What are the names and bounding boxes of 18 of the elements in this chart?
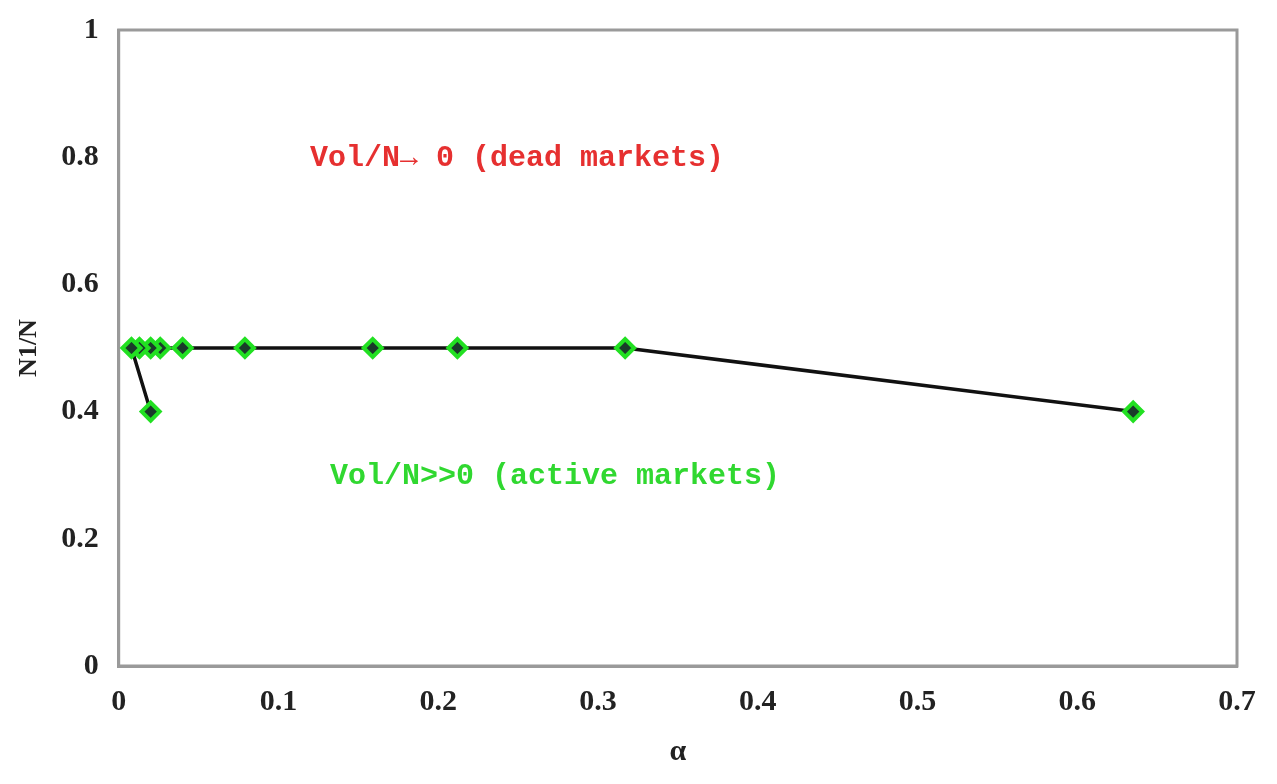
x-tick-label: 0.3: [579, 682, 617, 716]
x-tick-label: 0.6: [1058, 682, 1096, 716]
x-tick-label: 0.2: [419, 682, 457, 716]
x-tick-label: 0: [111, 682, 127, 716]
y-tick-label: 1: [83, 10, 99, 44]
y-tick-label: 0.4: [61, 392, 99, 426]
y-axis-title: N1/N: [13, 318, 43, 377]
y-tick-label: 0.6: [61, 265, 99, 299]
x-tick-label: 0.4: [738, 682, 777, 716]
x-tick-label: 0.7: [1218, 682, 1256, 716]
annotation: Vol/N>>0 (active markets): [330, 458, 781, 493]
x-tick-label: 0.5: [898, 682, 937, 716]
y-tick-label: 0.2: [61, 519, 99, 553]
y-tick-label: 0: [83, 646, 99, 680]
x-axis-title: α: [669, 732, 687, 766]
annotation: Vol/N→ 0 (dead markets): [310, 140, 725, 175]
x-tick-label: 0.1: [259, 682, 298, 716]
y-tick-label: 0.8: [61, 137, 99, 171]
